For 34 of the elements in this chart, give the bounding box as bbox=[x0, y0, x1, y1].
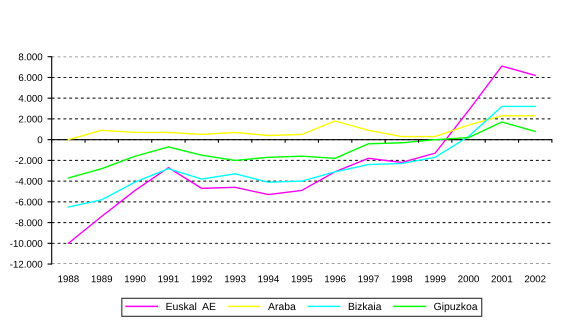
x-tick-label: 1999 bbox=[425, 275, 446, 282]
legend-label: Bizkaia bbox=[348, 302, 382, 310]
y-tick-label: -6.000 bbox=[16, 198, 42, 206]
y-tick-label: -8.000 bbox=[16, 219, 42, 226]
y-tick-label: -12.000 bbox=[10, 260, 42, 268]
x-tick-label: 1992 bbox=[192, 275, 212, 282]
legend-label: Euskal AE bbox=[166, 302, 216, 310]
y-tick-label: 2.000 bbox=[18, 116, 42, 123]
y-tick-label: -4.000 bbox=[16, 178, 42, 185]
y-tick-label: 6.000 bbox=[18, 74, 42, 82]
legend-label: Araba bbox=[268, 302, 296, 310]
x-tick-label: 1996 bbox=[325, 275, 346, 282]
x-tick-label: 2002 bbox=[524, 275, 546, 282]
x-tick-label: 1988 bbox=[58, 275, 79, 282]
y-tick-label: 8.000 bbox=[18, 53, 42, 60]
legend-label: Gipuzkoa bbox=[434, 302, 478, 312]
x-tick-label: 1989 bbox=[92, 275, 112, 282]
line-series bbox=[68, 106, 536, 208]
y-tick-label: -10.000 bbox=[10, 240, 42, 247]
x-tick-label: 1991 bbox=[158, 275, 179, 282]
y-tick-label: 0 bbox=[38, 136, 42, 144]
x-tick-label: 1998 bbox=[392, 275, 412, 282]
x-tick-label: 1993 bbox=[225, 275, 246, 282]
x-tick-label: 1994 bbox=[258, 275, 279, 282]
y-tick-label: 4.000 bbox=[18, 94, 42, 102]
x-tick-label: 1990 bbox=[124, 275, 146, 282]
x-tick-label: 1997 bbox=[358, 275, 379, 282]
line-series bbox=[68, 121, 536, 179]
x-tick-label: 1995 bbox=[292, 275, 312, 282]
line-series bbox=[68, 65, 536, 244]
line-series bbox=[68, 115, 536, 140]
y-tick-label: -2.000 bbox=[16, 157, 42, 164]
x-tick-label: 2001 bbox=[492, 275, 512, 282]
x-tick-label: 2000 bbox=[458, 275, 479, 282]
